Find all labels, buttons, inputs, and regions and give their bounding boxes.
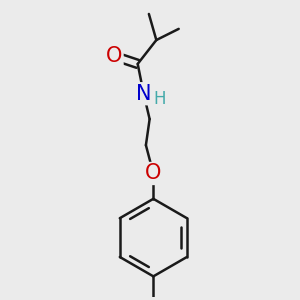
- Text: O: O: [145, 164, 161, 184]
- Text: H: H: [154, 90, 166, 108]
- Text: N: N: [136, 84, 152, 104]
- Text: O: O: [106, 46, 122, 66]
